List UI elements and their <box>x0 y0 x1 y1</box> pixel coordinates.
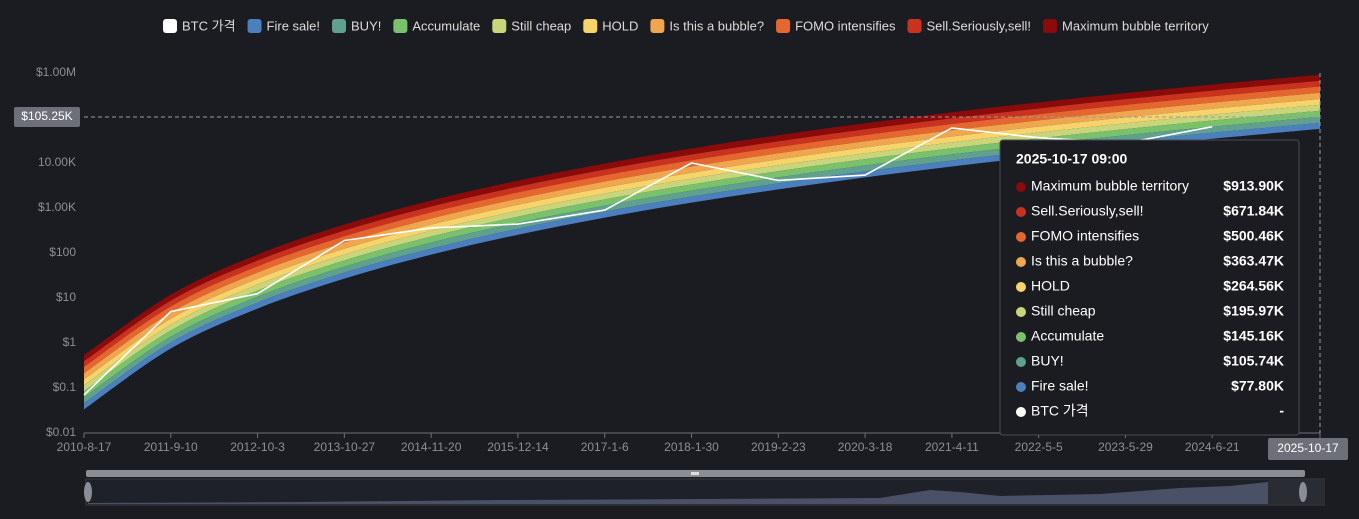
x-tick-label: 2021-4-11 <box>925 440 979 454</box>
tooltip-dot <box>1016 182 1026 192</box>
tooltip-name: BUY! <box>1031 353 1064 369</box>
x-tick-label: 2024-6-21 <box>1185 440 1240 454</box>
tooltip-dot <box>1016 232 1026 242</box>
tooltip-name: FOMO intensifies <box>1031 228 1139 244</box>
legend-label: Accumulate <box>412 18 480 33</box>
tooltip-title: 2025-10-17 09:00 <box>1016 151 1128 167</box>
tooltip-value: $195.97K <box>1223 303 1284 319</box>
legend-swatch <box>907 19 922 33</box>
tooltip-value: - <box>1279 403 1284 419</box>
legend-label: Is this a bubble? <box>669 18 764 33</box>
zoom-outside <box>1268 480 1324 504</box>
tooltip-value: $363.47K <box>1223 253 1284 269</box>
y-crosshair-label: $105.25K <box>21 109 72 123</box>
tooltip-name: HOLD <box>1031 278 1070 294</box>
x-crosshair-label-bg <box>1268 438 1348 460</box>
tooltip-box <box>999 139 1300 436</box>
x-tick-label: 2014-11-20 <box>401 440 462 454</box>
y-tick-label: $0.1 <box>53 380 77 394</box>
tooltip-name: BTC 가격 <box>1031 403 1089 419</box>
legend-label: FOMO intensifies <box>795 18 896 33</box>
zoom-preview <box>88 482 1268 504</box>
legend-swatch <box>393 19 408 33</box>
zoom-grip[interactable] <box>691 472 699 475</box>
y-tick-label: $1.00M <box>36 65 76 79</box>
legend-swatch <box>650 19 665 33</box>
zoom-handle[interactable] <box>84 482 92 502</box>
legend-swatch <box>776 19 791 33</box>
legend-swatch <box>247 19 262 33</box>
y-crosshair-label-bg <box>14 107 80 128</box>
legend-label: Sell.Seriously,sell! <box>927 18 1032 33</box>
tooltip-dot <box>1016 357 1026 367</box>
tooltip-dot <box>1016 307 1026 317</box>
legend-swatch <box>1043 19 1058 33</box>
tooltip-value: $145.16K <box>1223 328 1284 344</box>
legend-label: Still cheap <box>511 18 571 33</box>
zoom-handle[interactable] <box>1299 482 1307 502</box>
legend-label: Fire sale! <box>267 18 320 33</box>
tooltip-value: $671.84K <box>1223 203 1284 219</box>
x-tick-label: 2019-2-23 <box>751 440 806 454</box>
legend-swatch <box>492 19 507 33</box>
tooltip-dot <box>1016 332 1026 342</box>
x-tick-label: 2012-10-3 <box>230 440 285 454</box>
tooltip-dot <box>1016 257 1026 267</box>
y-tick-label: $10 <box>56 290 76 304</box>
tooltip-dot <box>1016 282 1026 292</box>
x-tick-label: 2015-12-14 <box>487 440 549 454</box>
x-tick-label: 2010-8-17 <box>57 440 112 454</box>
legend-swatch <box>163 19 177 33</box>
legend-label: HOLD <box>602 18 638 33</box>
x-tick-label: 2017-1-6 <box>581 440 629 454</box>
tooltip-dot <box>1016 207 1026 217</box>
tooltip-value: $500.46K <box>1223 228 1284 244</box>
legend-swatch <box>332 19 347 33</box>
tooltip-value: $913.90K <box>1223 178 1284 194</box>
tooltip-value: $77.80K <box>1231 378 1284 394</box>
x-tick-label: 2023-5-29 <box>1098 440 1153 454</box>
tooltip-name: Still cheap <box>1031 303 1096 319</box>
legend-label: BUY! <box>351 18 381 33</box>
tooltip-name: Maximum bubble territory <box>1031 178 1189 194</box>
tooltip-dot <box>1016 407 1026 417</box>
y-tick-label: $1 <box>63 335 77 349</box>
y-tick-label: 10.00K <box>38 155 76 169</box>
btc-line <box>83 125 1213 396</box>
tooltip-name: Accumulate <box>1031 328 1104 344</box>
x-tick-label: 2018-1-30 <box>664 440 719 454</box>
y-tick-label: $100 <box>49 245 76 259</box>
x-tick-label: 2013-10-27 <box>314 440 376 454</box>
legend-label: BTC 가격 <box>182 18 236 33</box>
y-tick-label: $1.00K <box>38 200 76 214</box>
y-tick-label: $0.01 <box>46 425 76 439</box>
tooltip-dot <box>1016 382 1026 392</box>
x-tick-label: 2022-5-5 <box>1015 440 1063 454</box>
legend-swatch <box>583 19 598 33</box>
x-tick-label: 2020-3-18 <box>838 440 893 454</box>
x-tick-label: 2011-9-10 <box>144 440 198 454</box>
tooltip-name: Sell.Seriously,sell! <box>1031 203 1144 219</box>
x-crosshair-label: 2025-10-17 <box>1277 441 1339 455</box>
tooltip-value: $105.74K <box>1223 353 1284 369</box>
tooltip-value: $264.56K <box>1223 278 1284 294</box>
tooltip-name: Is this a bubble? <box>1031 253 1133 269</box>
legend-label: Maximum bubble territory <box>1062 18 1209 33</box>
tooltip-name: Fire sale! <box>1031 378 1089 394</box>
